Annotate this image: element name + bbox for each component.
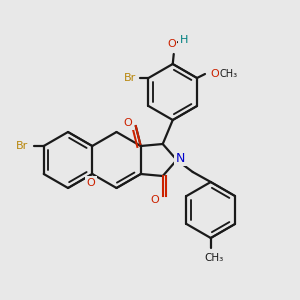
Text: N: N [176,152,185,164]
Text: O: O [210,69,219,79]
Text: Br: Br [16,141,28,151]
Text: O: O [167,39,176,49]
Text: O: O [87,178,96,188]
Text: O: O [123,118,132,128]
Text: O: O [150,195,159,205]
Text: Br: Br [124,73,136,83]
Text: CH₃: CH₃ [220,69,238,79]
Text: CH₃: CH₃ [204,253,224,263]
Text: H: H [180,35,188,45]
